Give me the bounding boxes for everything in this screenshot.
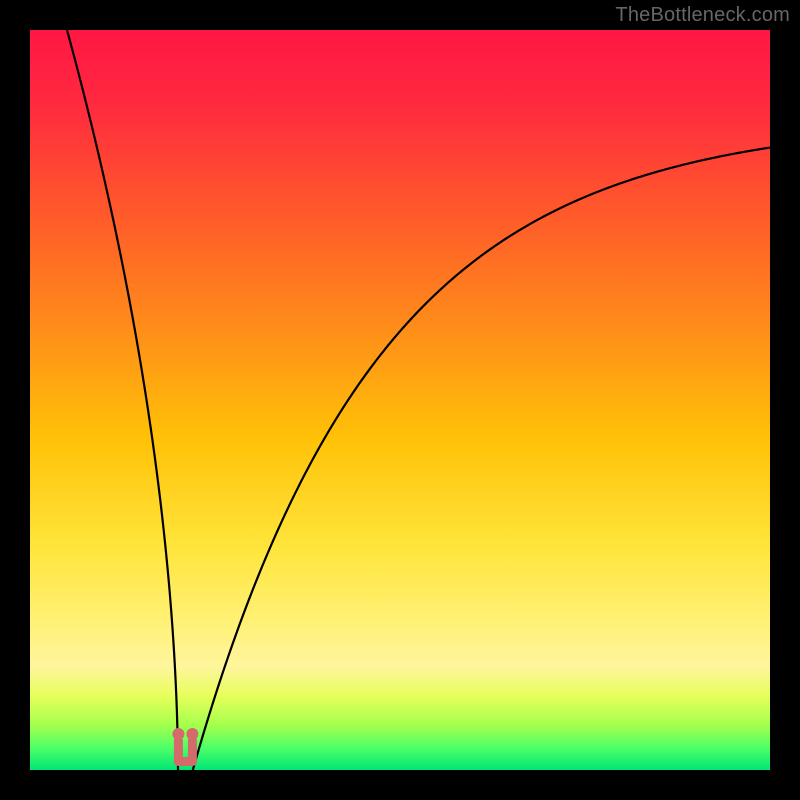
bottleneck-chart-svg — [0, 0, 800, 800]
valley-dot-left — [172, 728, 184, 740]
valley-dot-right — [186, 728, 198, 740]
valley-base — [174, 757, 197, 766]
bottleneck-chart-frame: TheBottleneck.com — [0, 0, 800, 800]
attribution-text: TheBottleneck.com — [615, 4, 790, 27]
